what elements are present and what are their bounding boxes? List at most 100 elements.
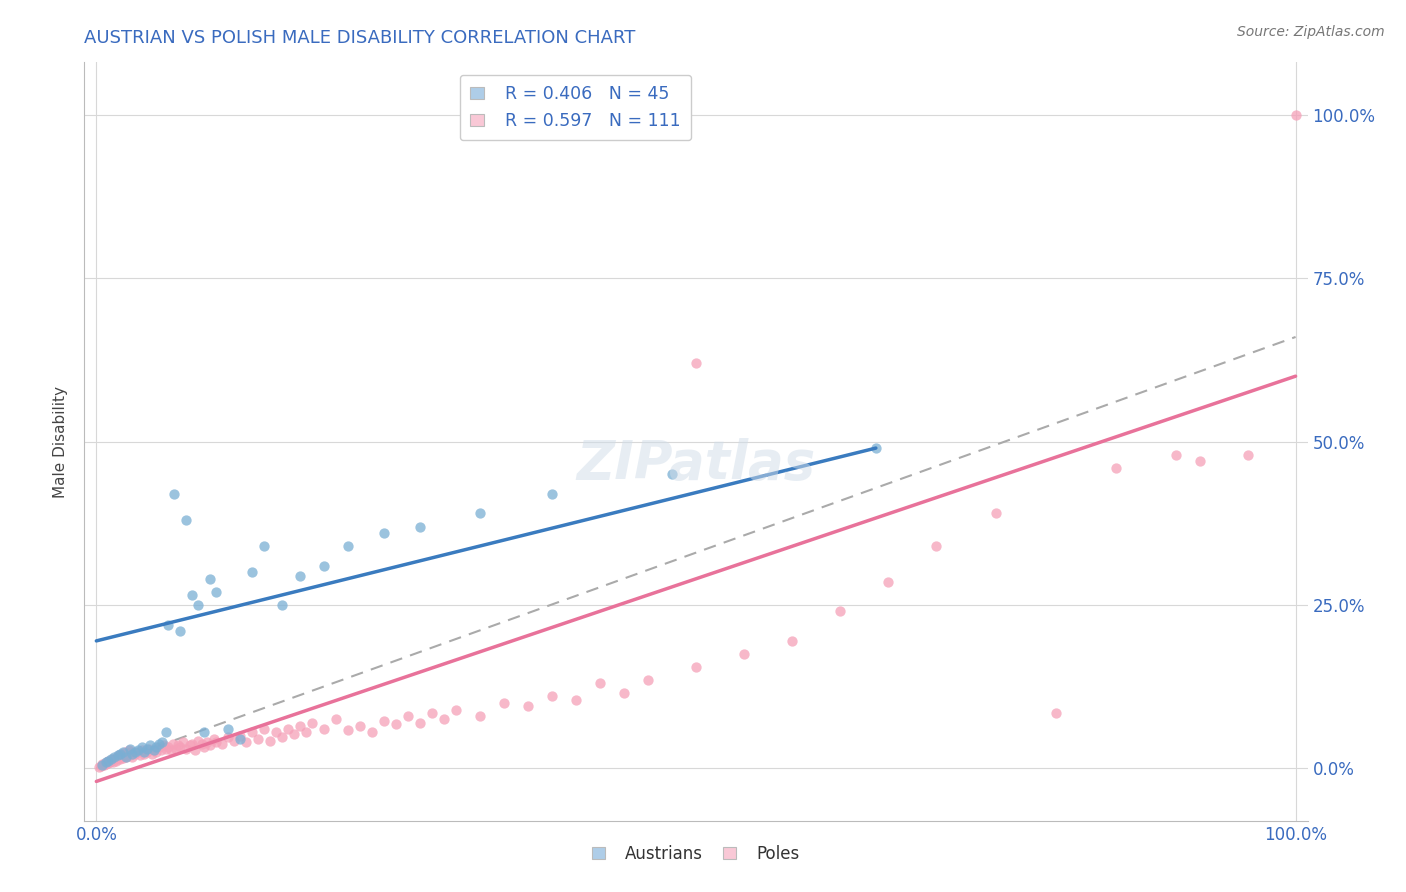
Point (685, 660, 707, 674)
Point (193, 725, 215, 739)
Point (205, 585, 228, 599)
Point (174, 513, 197, 527)
Point (637, 673, 659, 687)
Point (181, 588, 204, 602)
Point (138, 741, 160, 756)
Point (115, 749, 138, 764)
Point (148, 740, 170, 755)
Point (110, 751, 132, 765)
Point (240, 566, 263, 580)
Point (131, 740, 153, 755)
Point (124, 745, 146, 759)
Point (191, 737, 214, 751)
Text: AUSTRIAN VS POLISH MALE DISABILITY CORRELATION CHART: AUSTRIAN VS POLISH MALE DISABILITY CORRE… (84, 29, 636, 47)
Point (828, 605, 851, 619)
Point (301, 715, 323, 730)
Point (100, 751, 122, 765)
Text: ZIPatlas: ZIPatlas (576, 438, 815, 491)
Point (167, 739, 190, 753)
Point (87, 760, 110, 774)
Point (145, 740, 167, 755)
Point (111, 751, 134, 765)
Point (433, 712, 456, 726)
Point (494, 696, 516, 710)
Point (97, 754, 120, 768)
Point (91, 758, 114, 772)
Point (150, 743, 173, 757)
Point (396, 709, 419, 723)
Point (984, 507, 1007, 521)
Point (565, 692, 588, 706)
Point (131, 743, 153, 757)
Point (107, 748, 129, 763)
Point (91, 757, 114, 772)
Point (283, 727, 305, 741)
Point (290, 568, 312, 582)
Point (780, 633, 803, 648)
Point (101, 755, 124, 769)
Point (205, 735, 228, 749)
Point (925, 539, 948, 553)
Point (110, 747, 132, 761)
Point (259, 734, 281, 748)
Point (169, 740, 191, 755)
Point (163, 487, 186, 501)
Point (541, 690, 564, 704)
Point (361, 725, 384, 739)
Point (290, 719, 312, 733)
Point (200, 739, 222, 753)
Point (1284, 108, 1306, 122)
Point (733, 647, 755, 661)
Point (121, 747, 143, 761)
Point (97, 756, 120, 771)
Point (150, 735, 173, 749)
Point (172, 735, 194, 749)
Point (120, 745, 142, 759)
Point (155, 725, 177, 739)
Point (139, 739, 162, 753)
Point (193, 740, 215, 755)
Point (685, 356, 707, 370)
Point (96, 755, 118, 769)
Point (111, 745, 134, 759)
Point (277, 722, 299, 736)
Point (468, 709, 491, 723)
Point (217, 722, 239, 736)
Point (128, 748, 150, 763)
Point (183, 743, 205, 757)
Point (229, 731, 252, 746)
Point (162, 737, 184, 751)
Point (93, 756, 117, 771)
Point (1188, 454, 1211, 468)
Point (155, 741, 177, 756)
Point (187, 598, 209, 612)
Point (165, 741, 187, 756)
Point (118, 748, 141, 763)
Point (409, 715, 432, 730)
Point (200, 572, 222, 586)
Point (127, 743, 149, 757)
Point (134, 745, 156, 759)
Point (385, 717, 408, 731)
Point (142, 743, 165, 757)
Point (169, 624, 191, 639)
Point (337, 723, 360, 738)
Legend: Austrians, Poles: Austrians, Poles (585, 838, 807, 869)
Point (420, 706, 443, 720)
Point (517, 699, 540, 714)
Text: Source: ZipAtlas.com: Source: ZipAtlas.com (1237, 25, 1385, 39)
Point (159, 743, 181, 757)
Point (101, 752, 124, 766)
Point (444, 702, 467, 716)
Point (247, 731, 270, 746)
Point (876, 575, 898, 590)
Point (103, 751, 125, 765)
Point (865, 441, 887, 455)
Point (108, 748, 131, 763)
Point (142, 743, 165, 757)
Point (1164, 448, 1187, 462)
Point (195, 735, 218, 749)
Point (314, 722, 336, 736)
Point (98, 755, 121, 769)
Point (373, 526, 395, 541)
